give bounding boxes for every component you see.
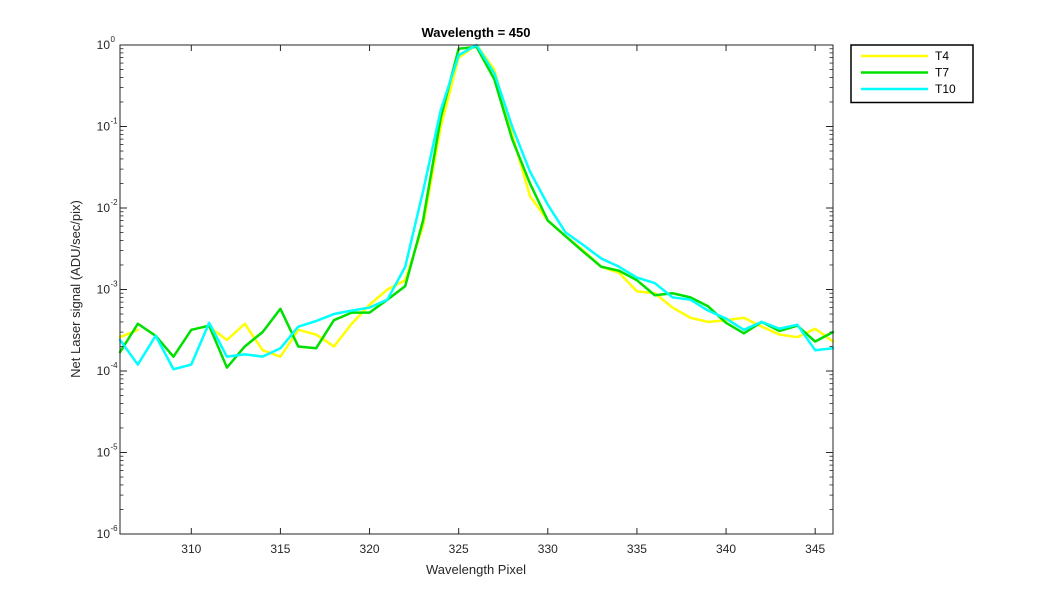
y-tick-exponent: 0 (111, 35, 116, 44)
y-tick-exponent: -1 (111, 117, 119, 126)
x-axis-label: Wavelength Pixel (426, 562, 526, 577)
y-tick-label: 10 (97, 283, 111, 297)
y-tick-exponent: -5 (111, 443, 119, 452)
y-tick-label: 10 (97, 527, 111, 541)
y-tick-label: 10 (97, 38, 111, 52)
x-tick-label: 330 (538, 542, 558, 556)
x-tick-label: 335 (627, 542, 647, 556)
axes-layer: 310 315 320 325 330 335 340 34510-610-510-410-3… (97, 35, 834, 556)
x-tick-label: 315 (270, 542, 290, 556)
y-tick-label: 10 (97, 446, 111, 460)
x-tick-label: 340 (716, 542, 736, 556)
x-tick-label: 310 (181, 542, 201, 556)
y-tick-exponent: -6 (111, 524, 119, 533)
legend-label-T10: T10 (935, 82, 956, 96)
legend: T4 T7 T10 (850, 44, 974, 104)
y-tick-exponent: -3 (111, 280, 119, 289)
y-tick-label: 10 (97, 364, 111, 378)
x-tick-label: 320 (360, 542, 380, 556)
plot-area (120, 45, 833, 534)
y-tick-exponent: -2 (111, 198, 119, 207)
legend-label-T7: T7 (935, 66, 949, 80)
y-axis-label: Net Laser signal (ADU/sec/pix) (68, 200, 83, 378)
y-tick-label: 10 (97, 201, 111, 215)
x-tick-label: 345 (805, 542, 825, 556)
series-line-T4 (118, 328, 140, 339)
y-tick-exponent: -4 (111, 361, 119, 370)
y-tick-label: 10 (97, 120, 111, 134)
chart-title: Wavelength = 450 (422, 25, 531, 40)
legend-label-T4: T4 (935, 49, 949, 63)
x-tick-label: 325 (449, 542, 469, 556)
